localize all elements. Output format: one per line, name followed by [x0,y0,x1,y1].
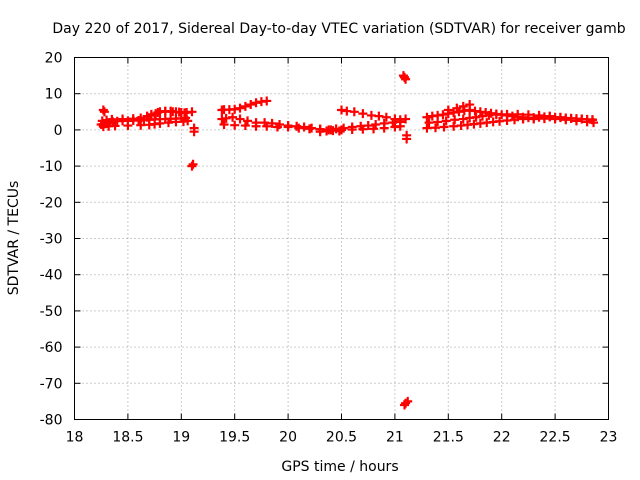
data-point [465,100,475,110]
data-point [142,112,152,122]
data-point [235,103,245,113]
y-tick-label: 20 [45,51,63,67]
data-point [107,114,117,124]
y-tick-label: -30 [40,232,63,248]
data-point [262,121,272,131]
data-point [294,123,304,133]
data-point [566,113,576,123]
data-point [155,118,165,128]
data-point [577,114,587,124]
y-tick-label: -80 [40,413,63,429]
data-point [539,114,549,124]
data-point [230,120,240,130]
data-point [369,124,379,134]
x-tick-label: 22 [493,430,511,446]
chart-title: Day 220 of 2017, Sidereal Day-to-day VTE… [52,21,625,37]
data-point [151,109,161,119]
data-point [550,114,560,124]
data-point [240,121,250,131]
data-point [452,103,462,113]
y-tick-label: -70 [40,376,63,392]
y-tick-label: -60 [40,340,63,356]
x-axis: 18 18.5 19 19.5 20 20.5 21 21.5 22 22.5 23 [66,57,618,446]
data-point [443,105,453,115]
data-point [534,110,544,120]
data-point [99,107,109,117]
y-axis-label: SDTVAR / TECUs [6,181,22,296]
data-point [349,107,359,117]
data-point [379,123,389,133]
data-point [334,126,344,136]
data-point [529,114,539,124]
y-axis: 20 10 0 -10 -20 -30 -40 -50 -60 -70 -80 [40,51,609,429]
data-point [358,109,368,119]
data-point [146,110,156,120]
x-tick-label: 18 [66,430,84,446]
y-tick-label: -10 [40,159,63,175]
data-point [400,400,410,410]
data-point [433,117,443,127]
data-point [187,107,197,117]
x-tick-label: 21.5 [433,430,464,446]
x-tick-label: 22.5 [540,430,571,446]
y-tick-label: 10 [45,87,63,103]
data-point [228,112,238,122]
x-tick-label: 19 [172,430,190,446]
data-point [401,114,411,124]
data-point [283,122,293,132]
x-tick-label: 20 [279,430,297,446]
data-point [183,116,193,126]
data-point [188,159,198,169]
data-point [304,124,314,134]
data-point [240,101,250,111]
data-point [262,96,272,106]
data-point [347,125,357,135]
data-point [235,114,245,124]
x-axis-label: GPS time / hours [281,459,398,475]
data-point [189,123,199,133]
data-point [523,110,533,120]
x-tick-label: 21 [386,430,404,446]
data-point [545,111,555,121]
data-points [96,71,599,410]
data-point [136,120,146,130]
x-tick-label: 18.5 [112,430,143,446]
y-tick-label: -20 [40,195,63,211]
y-tick-label: -40 [40,268,63,284]
data-point [561,115,571,125]
data-point [110,121,120,131]
data-point [243,116,253,126]
x-tick-label: 19.5 [219,430,250,446]
data-point [518,114,528,124]
x-tick-label: 20.5 [326,430,357,446]
y-tick-label: -50 [40,304,63,320]
data-point [513,109,523,119]
data-point [439,122,449,132]
data-point [430,123,440,133]
data-point [272,122,282,132]
data-point [458,101,468,111]
data-point [251,121,261,131]
data-point [246,100,256,110]
data-point [358,124,368,134]
data-point [402,134,412,144]
data-point [491,110,501,120]
data-point [123,121,133,131]
data-point [571,116,581,126]
data-point [219,119,229,129]
data-point [555,112,565,122]
data-point [424,118,434,128]
data-point [422,123,432,133]
data-point [589,118,599,128]
data-point [510,115,520,125]
data-point [381,112,391,122]
data-point [118,114,128,124]
x-tick-label: 23 [600,430,618,446]
data-point [401,74,411,84]
data-point [441,116,451,126]
y-tick-label: 0 [54,123,63,139]
